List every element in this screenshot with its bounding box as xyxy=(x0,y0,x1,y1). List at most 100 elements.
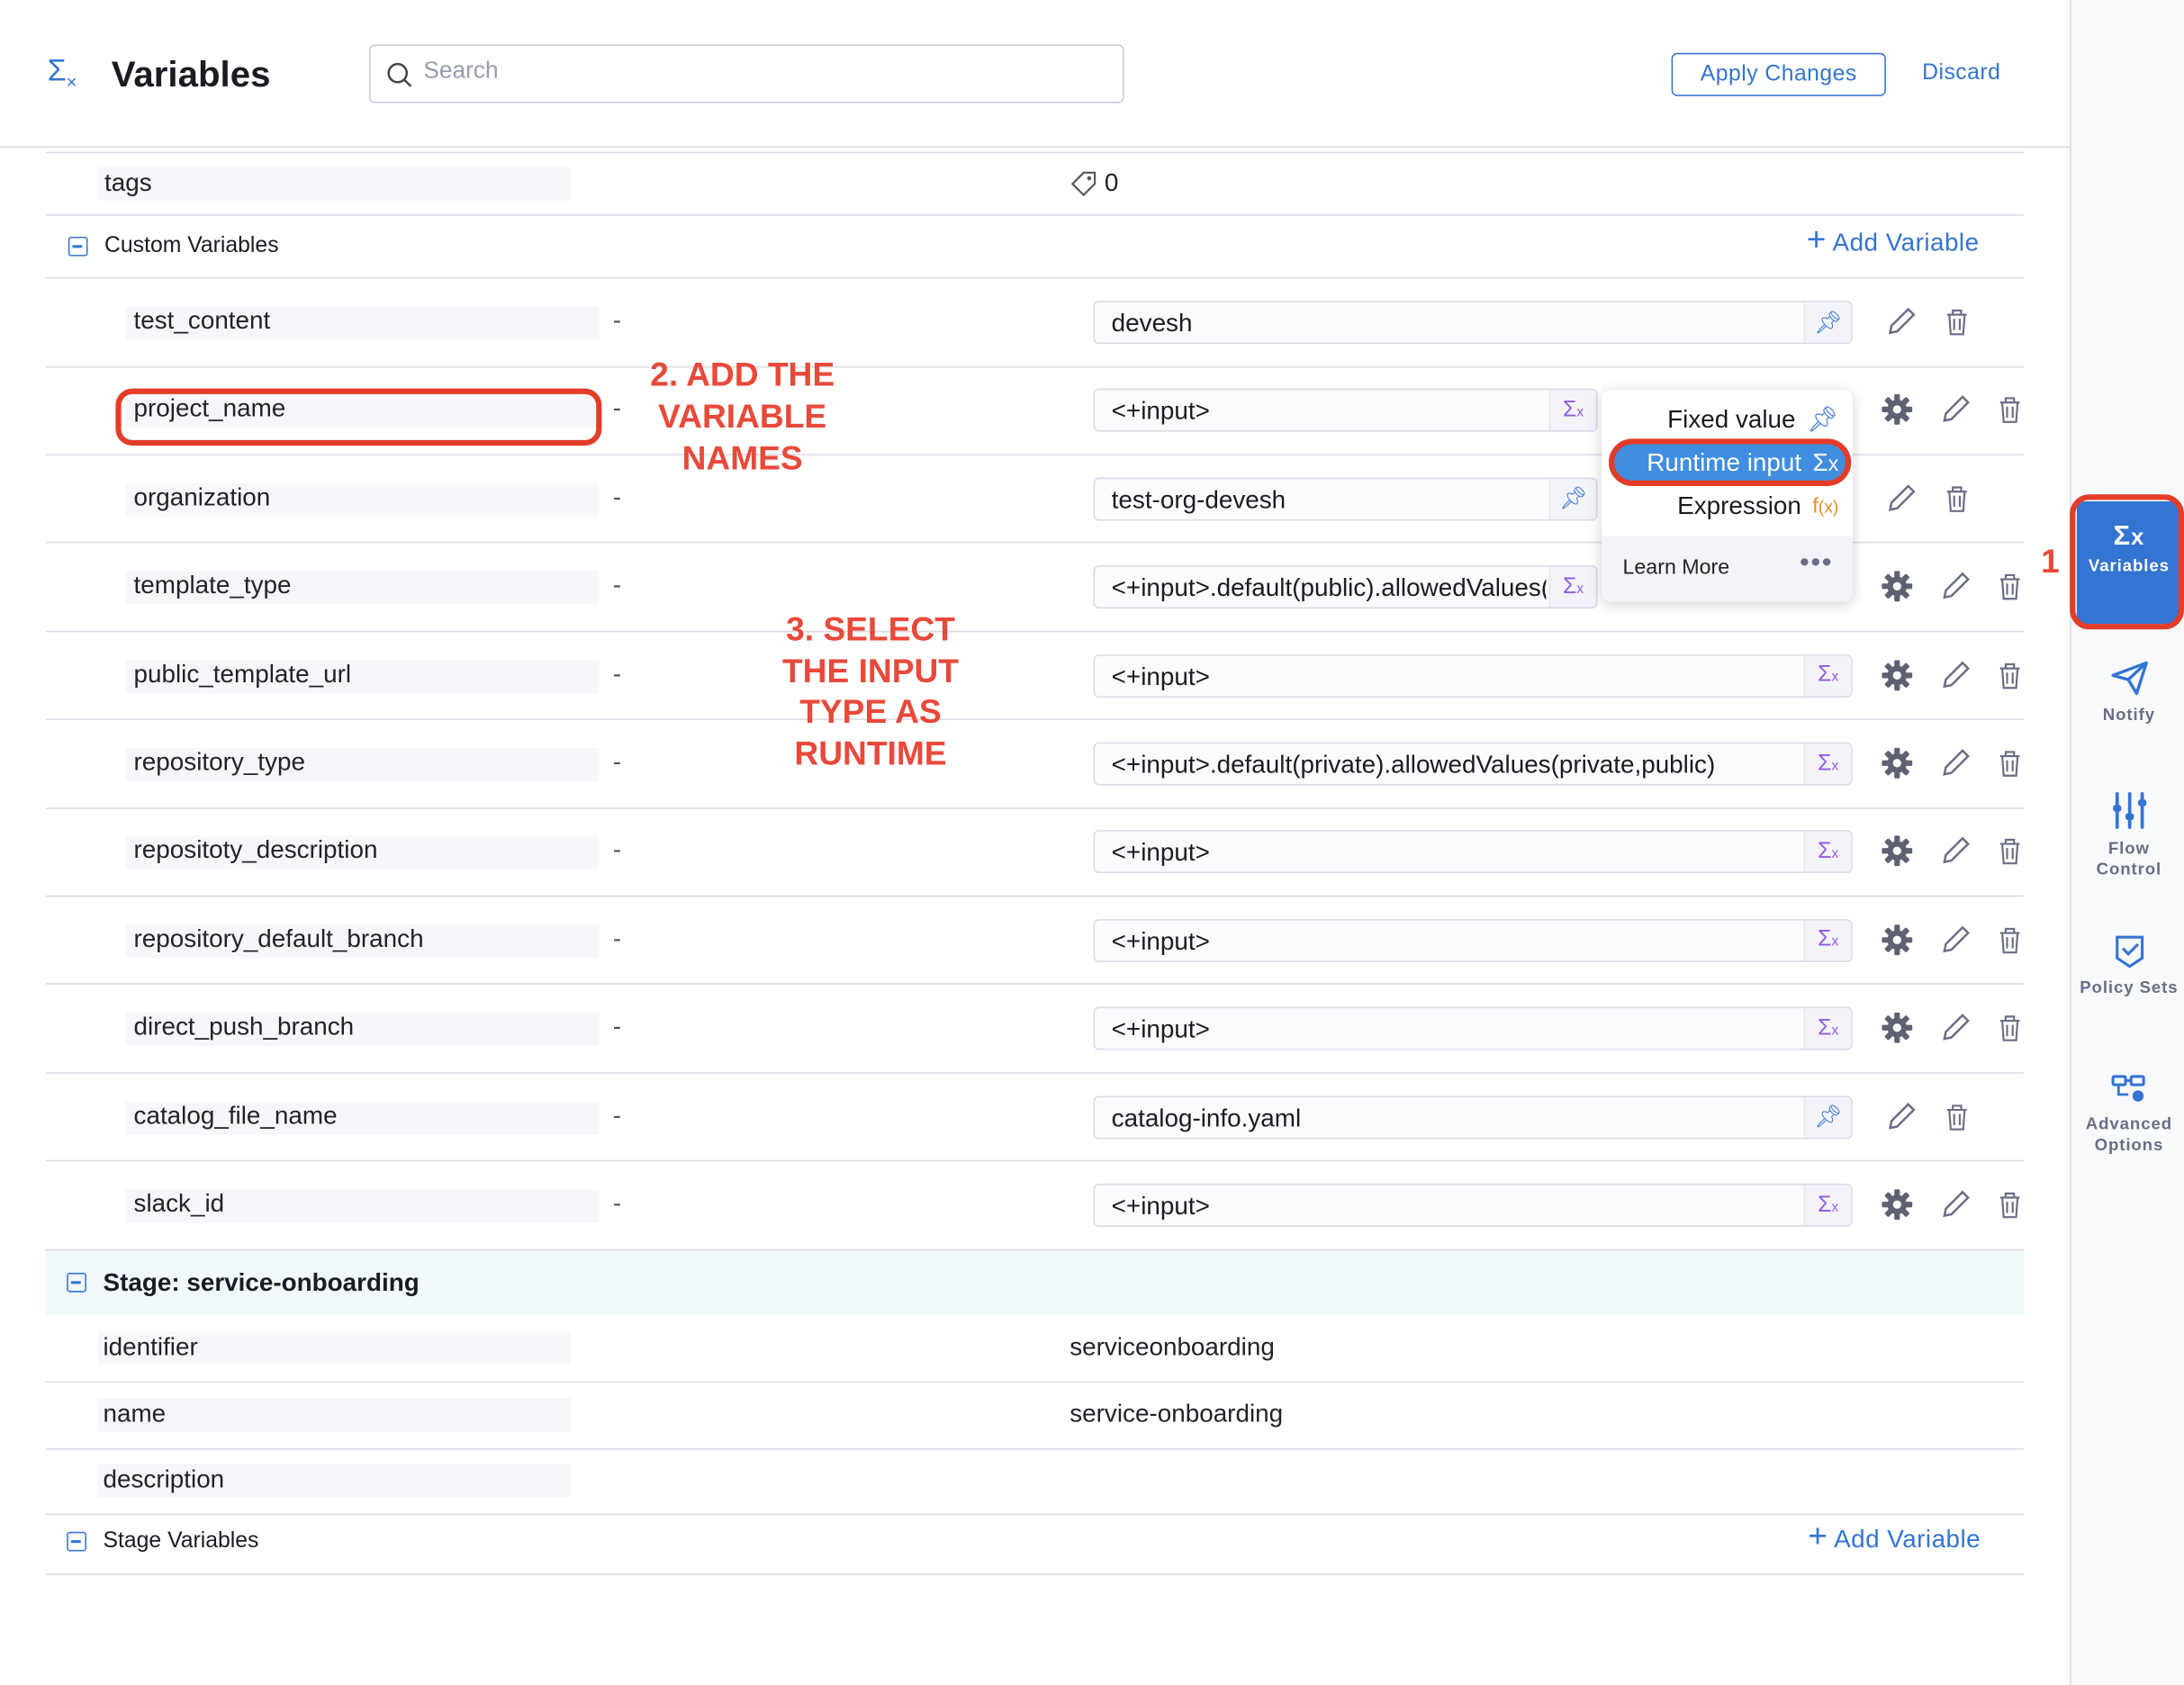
variable-description: - xyxy=(612,924,622,952)
discard-button[interactable]: Discard xyxy=(1922,61,2001,86)
gear-icon[interactable] xyxy=(1882,924,1913,962)
input-type-runtime-button[interactable]: Σx xyxy=(1803,1008,1852,1050)
variable-value-input[interactable]: <+input> Σx xyxy=(1093,830,1853,874)
sidebar-item-policy-sets[interactable]: Policy Sets xyxy=(2077,933,2181,999)
sidebar-item-variables[interactable]: Σx Variables xyxy=(2076,500,2181,625)
delete-icon[interactable] xyxy=(1945,306,1970,344)
variable-value-input[interactable]: <+input>.default(private).allowedValues(… xyxy=(1093,742,1853,786)
input-type-runtime-button[interactable]: Σx xyxy=(1803,832,1852,873)
sidebar-item-advanced-options[interactable]: Advanced Options xyxy=(2077,1072,2181,1156)
variable-name: repository_default_branch xyxy=(133,924,424,952)
variable-description: - xyxy=(612,1189,622,1218)
menu-item-expression[interactable]: Expression f(x) xyxy=(1677,491,1838,520)
annotation-step-2: 2. ADD THE VARIABLE NAMES xyxy=(650,356,835,478)
header: Σ× Variables Apply Changes Discard xyxy=(0,0,2071,148)
divider xyxy=(46,630,2025,632)
menu-item-label: Runtime input xyxy=(1647,447,1802,476)
gear-icon[interactable] xyxy=(1882,394,1913,432)
collapse-custom-variables-icon[interactable] xyxy=(68,237,88,257)
stage-field-label: description xyxy=(103,1464,225,1493)
variable-value: <+input> xyxy=(1111,662,1210,690)
edit-icon[interactable] xyxy=(1884,482,1918,522)
sidebar-item-notify[interactable]: Notify xyxy=(2077,660,2181,725)
delete-icon[interactable] xyxy=(1998,1013,2023,1050)
collapse-stage-icon[interactable] xyxy=(67,1273,86,1293)
apply-changes-button[interactable]: Apply Changes xyxy=(1671,52,1886,96)
delete-icon[interactable] xyxy=(1998,836,2023,874)
stage-header xyxy=(46,1248,2025,1315)
edit-icon[interactable] xyxy=(1884,305,1918,346)
variable-value-input[interactable]: <+input> Σx xyxy=(1093,1006,1853,1050)
sidebar-item-flow-control[interactable]: Flow Control xyxy=(2077,791,2181,880)
delete-icon[interactable] xyxy=(1945,1101,1970,1139)
input-type-fixed-button[interactable]: 📌︎ xyxy=(1803,302,1852,343)
variable-value: <+input> xyxy=(1111,1192,1210,1221)
input-type-runtime-button[interactable]: Σx xyxy=(1803,920,1852,961)
variable-value: catalog-info.yaml xyxy=(1111,1104,1302,1132)
variable-value-input[interactable]: <+input> Σx xyxy=(1093,653,1853,698)
menu-item-runtime-input[interactable]: Runtime input Σx xyxy=(1612,442,1847,482)
annotation-circle-variables xyxy=(2070,494,2184,630)
variable-value-input[interactable]: <+input>.default(public).allowedValues(p… xyxy=(1093,565,1598,609)
gear-icon[interactable] xyxy=(1882,1013,1913,1050)
sigma-x-icon: Σx xyxy=(1818,1193,1839,1217)
delete-icon[interactable] xyxy=(1998,660,2023,698)
page-title: Variables xyxy=(111,52,271,95)
gear-icon[interactable] xyxy=(1882,571,1913,609)
delete-icon[interactable] xyxy=(1998,924,2023,962)
variable-name: direct_push_branch xyxy=(133,1013,355,1041)
variable-value-input[interactable]: <+input> Σx xyxy=(1093,1184,1853,1227)
edit-icon[interactable] xyxy=(1939,923,1972,963)
edit-icon[interactable] xyxy=(1939,1188,1972,1229)
variable-value: test-org-devesh xyxy=(1111,485,1286,514)
delete-icon[interactable] xyxy=(1998,394,2023,432)
edit-icon[interactable] xyxy=(1939,1011,1972,1051)
learn-more-link[interactable]: Learn More xyxy=(1622,555,1730,580)
divider xyxy=(46,1513,2025,1516)
variable-value-input[interactable]: <+input> Σx xyxy=(1093,918,1853,962)
advanced-options-icon xyxy=(2110,1075,2144,1102)
edit-icon[interactable] xyxy=(1939,658,1972,698)
stage-title: Stage: service-onboarding xyxy=(103,1268,420,1297)
edit-icon[interactable] xyxy=(1939,746,1972,787)
collapse-stage-variables-icon[interactable] xyxy=(67,1531,86,1552)
custom-variables-title: Custom Variables xyxy=(104,233,279,258)
gear-icon[interactable] xyxy=(1882,659,1913,698)
edit-icon[interactable] xyxy=(1939,393,1972,434)
variable-value-input[interactable]: test-org-devesh 📌︎ xyxy=(1093,477,1598,521)
add-custom-variable-button[interactable]: + Add Variable xyxy=(1807,223,1980,257)
edit-icon[interactable] xyxy=(1884,1100,1918,1140)
add-stage-variable-button[interactable]: + Add Variable xyxy=(1808,1520,1981,1554)
variable-value-input[interactable]: <+input> Σx xyxy=(1093,389,1598,433)
input-type-runtime-button[interactable]: Σx xyxy=(1803,743,1852,785)
more-options-icon[interactable]: ••• xyxy=(1799,547,1834,579)
divider xyxy=(46,1071,2025,1074)
variable-value: <+input> xyxy=(1111,397,1210,426)
sigma-x-icon: Σ× xyxy=(47,52,77,93)
delete-icon[interactable] xyxy=(1998,748,2023,786)
variable-value-input[interactable]: devesh 📌︎ xyxy=(1093,301,1853,345)
divider xyxy=(46,806,2025,809)
input-type-runtime-button[interactable]: Σx xyxy=(1548,566,1597,608)
edit-icon[interactable] xyxy=(1939,834,1972,875)
input-type-runtime-button[interactable]: Σx xyxy=(1803,1185,1852,1226)
edit-icon[interactable] xyxy=(1939,570,1972,610)
menu-item-fixed-value[interactable]: Fixed value 📌︎ xyxy=(1667,405,1838,434)
variable-value-input[interactable]: catalog-info.yaml 📌︎ xyxy=(1093,1095,1853,1139)
gear-icon[interactable] xyxy=(1882,1189,1913,1227)
gear-icon[interactable] xyxy=(1882,747,1913,786)
sidebar-label: Flow Control xyxy=(2096,838,2162,879)
input-type-runtime-button[interactable]: Σx xyxy=(1803,655,1852,696)
delete-icon[interactable] xyxy=(1998,1189,2023,1227)
delete-icon[interactable] xyxy=(1945,483,1970,521)
name-cell xyxy=(125,1013,600,1047)
input-type-fixed-button[interactable]: 📌︎ xyxy=(1548,478,1597,519)
sigma-x-icon: Σx xyxy=(1818,839,1839,864)
delete-icon[interactable] xyxy=(1998,572,2023,609)
input-type-fixed-button[interactable]: 📌︎ xyxy=(1803,1096,1852,1138)
search-input[interactable] xyxy=(423,57,1093,86)
search-field[interactable] xyxy=(369,44,1124,104)
input-type-runtime-button[interactable]: Σx xyxy=(1548,390,1597,431)
divider xyxy=(46,454,2025,455)
gear-icon[interactable] xyxy=(1882,835,1913,874)
